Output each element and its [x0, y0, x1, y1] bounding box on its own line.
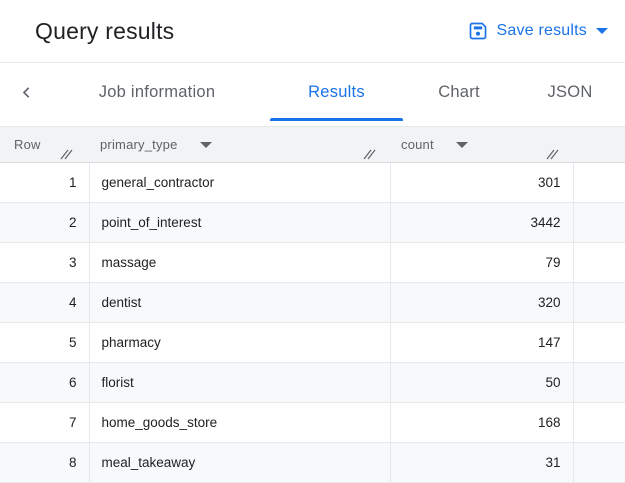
save-results-button[interactable]: Save results [468, 21, 608, 41]
filler-cell [573, 402, 625, 443]
column-label-row: Row [14, 136, 41, 152]
count-cell: 50 [390, 362, 574, 403]
column-resize-handle[interactable] [546, 148, 560, 160]
chevron-left-icon [22, 87, 29, 98]
row-number-cell: 3 [0, 242, 90, 283]
column-header-filler [573, 127, 625, 163]
table-row: 5 pharmacy 147 [0, 322, 625, 363]
tab-results[interactable]: Results [270, 63, 403, 126]
column-resize-handle[interactable] [60, 148, 74, 160]
table-header-row: Row primary_type count [0, 127, 625, 163]
table-row: 1 general_contractor 301 [0, 162, 625, 203]
filler-cell [573, 322, 625, 363]
row-number-cell: 7 [0, 402, 90, 443]
primary-type-cell: meal_takeaway [89, 442, 391, 483]
save-icon [468, 21, 488, 41]
row-number-cell: 2 [0, 202, 90, 243]
column-label-count: count [401, 136, 434, 152]
primary-type-cell: dentist [89, 282, 391, 323]
sort-arrow-icon[interactable] [199, 142, 212, 149]
primary-type-cell: massage [89, 242, 391, 283]
primary-type-cell: pharmacy [89, 322, 391, 363]
count-cell: 320 [390, 282, 574, 323]
table-row: 8 meal_takeaway 31 [0, 442, 625, 483]
tab-chart[interactable]: Chart [438, 83, 480, 101]
table-row: 7 home_goods_store 168 [0, 402, 625, 443]
column-header-primary-type[interactable]: primary_type [89, 127, 390, 163]
column-label-primary-type: primary_type [100, 136, 178, 152]
count-cell: 301 [390, 162, 574, 203]
row-number-cell: 6 [0, 362, 90, 403]
primary-type-cell: florist [89, 362, 391, 403]
filler-cell [573, 162, 625, 203]
tab-json[interactable]: JSON [547, 83, 593, 101]
back-chevron-button[interactable] [8, 63, 44, 126]
row-number-cell: 5 [0, 322, 90, 363]
table-row: 2 point_of_interest 3442 [0, 202, 625, 243]
save-dropdown-caret-icon [596, 28, 608, 34]
table-row: 6 florist 50 [0, 362, 625, 403]
count-cell: 31 [390, 442, 574, 483]
column-header-count[interactable]: count [390, 127, 573, 163]
count-cell: 168 [390, 402, 574, 443]
column-resize-handle[interactable] [363, 148, 377, 160]
sort-arrow-icon[interactable] [455, 142, 468, 149]
count-cell: 147 [390, 322, 574, 363]
filler-cell [573, 362, 625, 403]
filler-cell [573, 442, 625, 483]
query-results-header: Query results Save results [0, 0, 625, 63]
page-title: Query results [35, 17, 175, 44]
filler-cell [573, 202, 625, 243]
filler-cell [573, 282, 625, 323]
tab-job-information[interactable]: Job information [98, 83, 216, 101]
results-tabbar: Job information Results Chart JSON [0, 63, 625, 127]
primary-type-cell: point_of_interest [89, 202, 391, 243]
filler-cell [573, 242, 625, 283]
primary-type-cell: general_contractor [89, 162, 391, 203]
query-results-table: Row primary_type count [0, 127, 625, 483]
column-header-row: Row [0, 127, 89, 163]
save-results-label: Save results [496, 22, 587, 39]
table-row: 3 massage 79 [0, 242, 625, 283]
row-number-cell: 8 [0, 442, 90, 483]
row-number-cell: 4 [0, 282, 90, 323]
count-cell: 3442 [390, 202, 574, 243]
row-number-cell: 1 [0, 162, 90, 203]
table-row: 4 dentist 320 [0, 282, 625, 323]
count-cell: 79 [390, 242, 574, 283]
primary-type-cell: home_goods_store [89, 402, 391, 443]
